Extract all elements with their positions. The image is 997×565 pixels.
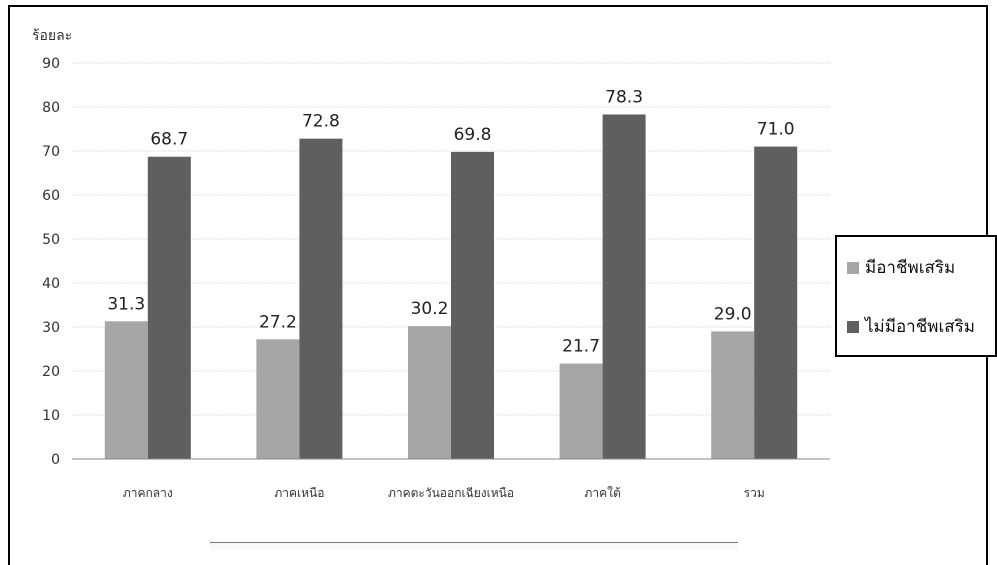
bar-s1-c3 [602,114,646,459]
legend-item-with-side-job: มีอาชีพเสริม [847,254,955,281]
x-category-label-0: ภาคกลาง [123,486,173,500]
bottom-strip [210,542,738,550]
bar-s1-c0 [147,156,191,459]
y-tick-label-0: 0 [51,452,60,468]
x-category-label-3: ภาคใต้ [584,486,620,500]
data-label-s0-c3: 21.7 [562,337,600,357]
bar-s0-c1 [256,339,300,459]
data-label-s1-c2: 69.8 [454,125,492,145]
x-category-label-4: รวม [744,486,765,500]
bar-s0-c2 [408,326,451,459]
legend-swatch-without-side-job [847,320,859,333]
bar-s0-c3 [559,363,603,459]
bar-chart: ร้อยละ 0 10 20 30 40 50 60 70 80 90 31.3 68.7 27.2 7… [32,28,830,500]
x-category-label-1: ภาคเหนือ [274,486,324,500]
bar-s1-c1 [299,138,343,459]
y-tick-label-10: 10 [42,408,60,424]
data-labels: 31.3 68.7 27.2 72.8 30.2 69.8 21.7 78.3 29.0 71.0 [107,87,794,356]
bar-s0-c0 [104,321,148,459]
data-label-s0-c4: 29.0 [714,304,752,324]
data-label-s1-c3: 78.3 [605,87,643,107]
data-label-s1-c4: 71.0 [757,120,795,140]
legend-item-without-side-job: ไม่มีอาชีพเสริม [847,313,975,340]
data-label-s1-c1: 72.8 [302,112,340,132]
data-label-s0-c2: 30.2 [411,299,449,319]
bar-s1-c4 [754,146,798,459]
bars [104,114,798,459]
y-tick-label-90: 90 [42,56,60,72]
data-label-s0-c0: 31.3 [107,294,145,314]
y-tick-label-70: 70 [42,144,60,160]
bar-s0-c4 [711,331,755,459]
y-tick-label-60: 60 [42,188,60,204]
y-tick-label-20: 20 [42,364,60,380]
y-tick-label-30: 30 [42,320,60,336]
y-tick-label-40: 40 [42,276,60,292]
y-axis-ticks: 0 10 20 30 40 50 60 70 80 90 [42,56,60,468]
y-tick-label-50: 50 [42,232,60,248]
data-label-s0-c1: 27.2 [259,312,297,332]
legend-label-without-side-job: ไม่มีอาชีพเสริม [865,317,975,337]
x-category-label-2: ภาคตะวันออกเฉียงเหนือ [388,486,514,500]
x-axis-categories: ภาคกลาง ภาคเหนือ ภาคตะวันออกเฉียงเหนือ ภาคใ… [123,486,765,500]
legend-label-with-side-job: มีอาชีพเสริม [865,258,956,278]
bar-s1-c2 [451,151,494,459]
legend: มีอาชีพเสริม ไม่มีอาชีพเสริม [835,235,997,357]
y-tick-label-80: 80 [42,100,60,116]
legend-swatch-with-side-job [847,261,859,274]
y-axis-title: ร้อยละ [32,28,72,44]
data-label-s1-c0: 68.7 [150,130,188,150]
